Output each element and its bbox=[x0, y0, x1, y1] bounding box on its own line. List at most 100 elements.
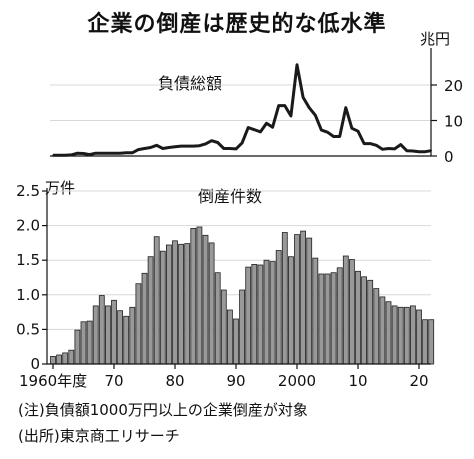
count-bar bbox=[153, 236, 160, 365]
count-bars bbox=[50, 226, 435, 365]
count-bar bbox=[220, 289, 227, 365]
count-y-tick-label: 2.0 bbox=[16, 217, 40, 235]
count-bar bbox=[287, 256, 294, 365]
count-bar bbox=[318, 273, 325, 365]
count-bar bbox=[165, 244, 172, 365]
debt-point bbox=[259, 131, 262, 133]
count-bar bbox=[239, 289, 246, 365]
debt-point bbox=[162, 147, 164, 150]
debt-y-tick-label: 0 bbox=[444, 148, 454, 166]
count-axis-unit: 万件 bbox=[45, 179, 75, 197]
debt-point bbox=[192, 145, 195, 147]
count-bar bbox=[385, 301, 392, 365]
debt-point bbox=[308, 106, 311, 109]
count-bar bbox=[80, 321, 87, 365]
count-bar bbox=[245, 266, 252, 365]
source-note: (出所)東京商工リサーチ bbox=[18, 427, 180, 445]
count-bar bbox=[105, 305, 111, 365]
chart-title: 企業の倒産は歴史的な低水準 bbox=[87, 12, 387, 37]
debt-point bbox=[326, 131, 329, 134]
debt-chart: 負債総額 兆円 0 10 20 bbox=[50, 30, 463, 166]
count-bar bbox=[409, 305, 416, 365]
count-y-tick-label: 0.5 bbox=[16, 320, 40, 338]
debt-point bbox=[94, 152, 97, 154]
count-x-tick-label: 10 bbox=[348, 372, 367, 390]
count-bar bbox=[178, 243, 185, 365]
count-bar bbox=[196, 226, 203, 365]
debt-point bbox=[406, 149, 408, 152]
count-bar bbox=[98, 295, 105, 365]
debt-point bbox=[302, 96, 304, 99]
debt-point bbox=[101, 152, 103, 154]
debt-point bbox=[424, 150, 426, 153]
count-bar bbox=[294, 234, 300, 365]
count-bar bbox=[190, 227, 197, 365]
count-y-tick-label: 1.0 bbox=[16, 286, 40, 304]
debt-point bbox=[284, 104, 286, 107]
count-bar bbox=[172, 240, 178, 365]
count-bar bbox=[208, 242, 215, 365]
debt-point bbox=[351, 127, 353, 130]
count-bar bbox=[257, 264, 264, 365]
debt-point bbox=[125, 152, 127, 154]
count-bar bbox=[324, 273, 331, 365]
debt-point bbox=[113, 152, 115, 154]
debt-point bbox=[345, 106, 347, 109]
count-x-tick-label: 1960年度 bbox=[19, 372, 87, 390]
count-bar bbox=[214, 272, 221, 365]
debt-point bbox=[399, 143, 402, 146]
count-bar bbox=[379, 296, 386, 365]
debt-point bbox=[412, 150, 414, 152]
debt-point bbox=[290, 115, 292, 117]
count-bar bbox=[129, 306, 136, 365]
count-bar bbox=[281, 232, 288, 365]
debt-point bbox=[271, 126, 274, 129]
debt-point bbox=[180, 145, 182, 147]
debt-point bbox=[82, 152, 85, 155]
debt-point bbox=[375, 144, 378, 147]
count-bar bbox=[342, 255, 349, 365]
debt-point bbox=[241, 142, 243, 144]
debt-point bbox=[381, 148, 384, 151]
count-bar bbox=[428, 319, 435, 365]
count-bar bbox=[111, 299, 117, 365]
count-bar bbox=[391, 305, 398, 365]
count-x-tick-label: 2000 bbox=[278, 372, 316, 390]
debt-point bbox=[210, 139, 213, 142]
count-bar bbox=[123, 315, 130, 365]
count-bar bbox=[184, 243, 191, 365]
count-bar bbox=[147, 256, 154, 365]
debt-point bbox=[52, 154, 54, 157]
debt-point bbox=[229, 147, 231, 150]
count-bar bbox=[68, 349, 75, 365]
count-bar bbox=[159, 250, 166, 365]
debt-point bbox=[137, 148, 140, 151]
debt-point bbox=[198, 144, 201, 147]
count-bar bbox=[226, 309, 233, 365]
count-y-tick-label: 1.5 bbox=[16, 251, 40, 269]
debt-y-ticks: 0 10 20 bbox=[431, 77, 463, 166]
debt-point bbox=[363, 142, 365, 145]
debt-point bbox=[314, 114, 317, 116]
debt-point bbox=[393, 148, 396, 150]
count-bar bbox=[275, 250, 282, 365]
count-x-tick-label: 70 bbox=[104, 372, 123, 390]
debt-y-tick-label: 20 bbox=[444, 77, 463, 95]
debt-point bbox=[418, 150, 420, 153]
debt-point bbox=[143, 147, 146, 150]
debt-series-line bbox=[53, 63, 432, 157]
debt-point bbox=[387, 147, 390, 150]
count-chart-title: 倒産件数 bbox=[198, 187, 262, 206]
count-bar bbox=[117, 310, 123, 365]
count-bar bbox=[74, 329, 81, 365]
debt-points bbox=[52, 63, 433, 157]
count-bar bbox=[416, 309, 422, 365]
count-bar bbox=[141, 272, 148, 365]
count-x-tick-label: 80 bbox=[165, 372, 184, 390]
count-bar bbox=[135, 283, 142, 365]
count-bar bbox=[50, 355, 56, 365]
debt-point bbox=[58, 154, 60, 157]
debt-point bbox=[155, 144, 158, 147]
count-x-tick-label: 90 bbox=[226, 372, 245, 390]
